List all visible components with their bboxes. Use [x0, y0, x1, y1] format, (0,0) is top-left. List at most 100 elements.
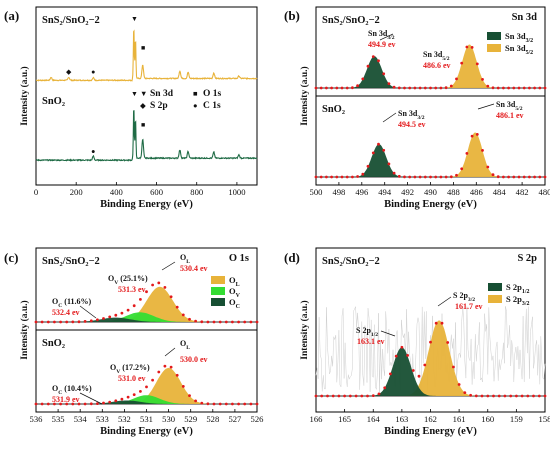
peak-marker: ◆: [66, 68, 72, 76]
fit-dot: [218, 402, 222, 406]
fit-dot: [46, 402, 50, 406]
fit-dot: [434, 321, 438, 325]
fit-dot: [114, 313, 118, 317]
legend-label: C 1s: [203, 101, 221, 111]
fit-dot: [255, 320, 259, 324]
peak-fill: [27, 400, 227, 404]
fit-dot: [65, 402, 69, 406]
fit-dot: [356, 84, 359, 88]
fit-dot: [452, 365, 455, 369]
x-tick-label: 536: [30, 414, 44, 424]
fit-dot: [46, 320, 50, 324]
x-tick-label: 600: [150, 187, 163, 197]
fit-dot: [194, 399, 198, 403]
legend-label: S 2p: [150, 101, 168, 111]
fit-dot: [151, 378, 155, 382]
fit-dot: [169, 365, 173, 369]
fit-dot: [469, 393, 472, 397]
fit-dot: [444, 86, 448, 90]
series-line-0: [35, 29, 258, 82]
peak-marker: ●: [91, 68, 95, 76]
x-tick-label: 534: [74, 414, 88, 424]
fit-dot: [360, 394, 364, 398]
leader-line: [164, 347, 176, 357]
fit-dot: [212, 402, 216, 406]
x-tick-label: 527: [228, 414, 242, 424]
x-tick-label: 494: [378, 187, 392, 197]
fit-dot: [387, 82, 391, 85]
leader-line: [161, 261, 176, 271]
legend-swatch: [487, 44, 501, 52]
peak-label: S 2p3/2: [453, 291, 475, 303]
fit-dot: [231, 402, 234, 406]
fit-dot: [474, 394, 478, 398]
fit-dot: [486, 165, 490, 169]
x-tick-label: 163: [395, 414, 408, 424]
fit-dot: [526, 394, 530, 398]
fit-dot: [413, 86, 417, 90]
x-tick-label: 528: [206, 414, 219, 424]
fit-dot: [517, 175, 521, 179]
fit-dot: [455, 173, 458, 177]
fit-dot: [34, 402, 38, 406]
x-tick-label: 158: [539, 414, 550, 424]
x-tick-label: 482: [516, 187, 529, 197]
peak-fill: [66, 286, 253, 322]
x-tick-label: 160: [481, 414, 494, 424]
legend-label: OV: [229, 286, 241, 299]
sample-name: SnS₂/SnO₂−2: [322, 256, 380, 267]
fit-dot: [354, 394, 358, 398]
fit-dot: [475, 133, 479, 136]
fit-dot: [387, 162, 391, 166]
fit-dot: [522, 175, 526, 179]
fit-dot: [397, 86, 401, 90]
x-axis-label: Binding Energy (eV): [384, 426, 477, 437]
fit-dot: [163, 286, 167, 289]
fit-dot: [237, 402, 241, 406]
legend-label: OL: [229, 275, 240, 288]
y-axis-label: Intensity (a.u.): [19, 300, 30, 359]
fit-dot: [96, 402, 99, 405]
fit-dot: [408, 175, 412, 179]
fit-dot: [418, 86, 422, 90]
x-tick-label: 498: [332, 187, 345, 197]
fit-dot: [444, 175, 448, 179]
fit-dot: [181, 313, 185, 317]
panel-label: (d): [284, 250, 300, 265]
x-tick-label: 480: [539, 187, 550, 197]
fit-dot: [502, 86, 505, 90]
x-tick-label: 535: [52, 414, 65, 424]
fit-dot: [351, 175, 354, 179]
peak-value: 531.3 ev: [118, 285, 146, 294]
peak-fill: [82, 367, 255, 404]
peak-label: Sn 3d5/2: [496, 100, 523, 112]
legend-label: Sn 3d5/2: [505, 43, 533, 56]
fit-dot: [71, 402, 75, 406]
fit-dot: [492, 394, 495, 398]
peak-value: 161.7 ev: [455, 302, 483, 311]
x-tick-label: 496: [355, 187, 369, 197]
y-axis-label: Intensity (a.u.): [299, 66, 310, 125]
fit-dot: [340, 175, 344, 179]
peak-value: 486.6 ev: [423, 61, 451, 70]
peak-fill: [366, 320, 513, 396]
x-tick-label: 1000: [228, 187, 245, 197]
x-axis-label: Binding Energy (eV): [100, 199, 193, 210]
leader-line: [477, 103, 495, 110]
legend-swatch: [211, 287, 225, 295]
fit-dot: [331, 394, 335, 398]
peak-label: OC (10.4%): [52, 384, 92, 396]
fit-dot: [520, 394, 524, 398]
fit-dot: [126, 308, 130, 312]
fit-dot: [224, 320, 228, 324]
x-tick-label: 159: [510, 414, 523, 424]
fit-dot: [382, 72, 386, 76]
fit-dot: [480, 394, 484, 398]
peak-fill: [9, 317, 222, 322]
fit-dot: [83, 320, 87, 323]
fit-dot: [206, 402, 210, 406]
legend-symbol: ▼: [140, 89, 147, 98]
fit-dot: [394, 354, 398, 358]
fit-dot: [114, 399, 118, 403]
